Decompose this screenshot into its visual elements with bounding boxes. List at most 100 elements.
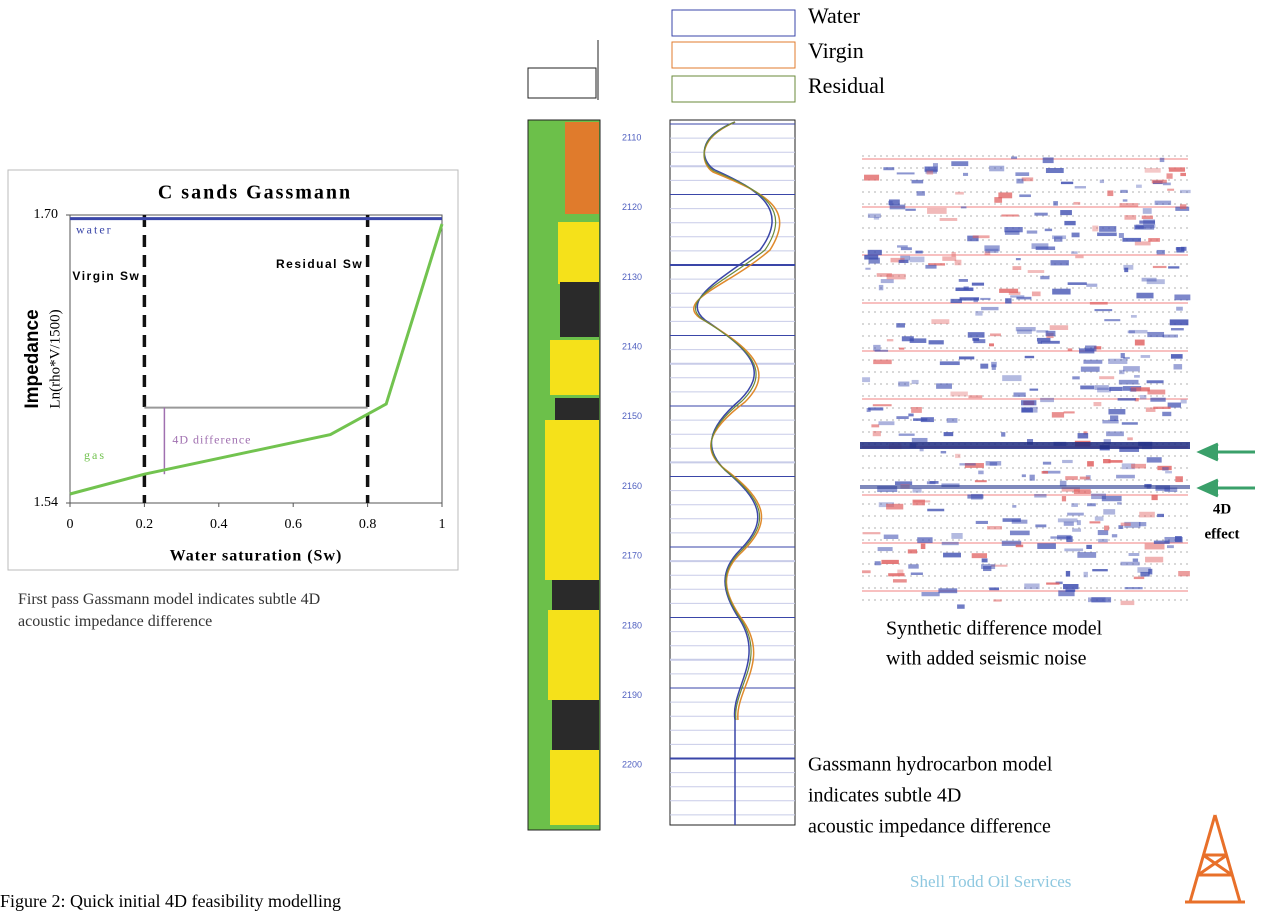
seismic-blob bbox=[989, 587, 999, 590]
seismic-blob bbox=[911, 572, 923, 574]
arrow-label: effect bbox=[1205, 526, 1240, 542]
seismic-blob bbox=[890, 205, 906, 210]
seismic-blob bbox=[912, 438, 928, 442]
seismic-blob bbox=[1037, 543, 1056, 549]
seismic-blob bbox=[1065, 589, 1075, 591]
seismic-blob bbox=[1016, 179, 1023, 184]
seismic-blob bbox=[1087, 461, 1094, 466]
difference-label: 4D difference bbox=[172, 433, 251, 447]
log-layer bbox=[550, 750, 599, 825]
seismic-blob bbox=[1099, 376, 1114, 379]
well-caption: acoustic impedance difference bbox=[808, 816, 1051, 838]
seismic-blob bbox=[1001, 214, 1018, 216]
seismic-blob bbox=[1046, 582, 1059, 584]
seismic-blob bbox=[1148, 238, 1160, 242]
seismic-blob bbox=[1145, 168, 1161, 173]
seismic-blob bbox=[1163, 183, 1171, 186]
seismic-blob bbox=[950, 392, 967, 397]
seismic-blob bbox=[1175, 536, 1182, 542]
seismic-blob bbox=[862, 570, 871, 573]
seismic-blob bbox=[862, 377, 870, 382]
seismic-blob bbox=[951, 299, 962, 303]
seismic-blob bbox=[1174, 364, 1183, 369]
seismic-blob bbox=[1062, 496, 1066, 501]
seismic-blob bbox=[1035, 524, 1046, 527]
seismic-blob bbox=[877, 273, 892, 277]
seismic-blob bbox=[1116, 475, 1135, 479]
y-label: Impedance bbox=[22, 309, 43, 408]
seismic-blob bbox=[1032, 292, 1041, 297]
seismic-blob bbox=[960, 297, 980, 300]
seismic-blob bbox=[1104, 526, 1109, 531]
well-caption: Gassmann hydrocarbon model bbox=[808, 754, 1053, 776]
seismic-blob bbox=[998, 192, 1012, 198]
seismic-blob bbox=[1068, 348, 1073, 351]
seismic-blob bbox=[931, 319, 949, 324]
seismic-blob bbox=[936, 383, 952, 388]
x-tick-label: 0 bbox=[67, 517, 74, 532]
seismic-blob bbox=[1073, 202, 1080, 205]
seismic-blob bbox=[1118, 398, 1136, 401]
seismic-blob bbox=[1024, 583, 1039, 589]
seismic-blob bbox=[983, 566, 991, 571]
seismic-blob bbox=[881, 560, 898, 564]
chart-title: C sands Gassmann bbox=[158, 182, 352, 204]
seismic-blob bbox=[1005, 298, 1011, 303]
seismic-blob bbox=[1157, 514, 1164, 517]
seismic-blob bbox=[1124, 268, 1128, 272]
seismic-blob bbox=[1106, 431, 1124, 436]
figure: C sands Gassmann Impedance Ln(rho*V/1500… bbox=[0, 0, 1262, 912]
seismic-blob bbox=[1157, 250, 1165, 254]
seismic-blob bbox=[1147, 390, 1165, 395]
seismic-blob bbox=[1077, 552, 1096, 558]
seismic-blob bbox=[1036, 246, 1055, 250]
x-tick-label: 0.6 bbox=[284, 517, 302, 532]
seismic-blob bbox=[1112, 534, 1117, 537]
seismic-blob bbox=[1153, 407, 1170, 409]
seismic-blob bbox=[1169, 167, 1185, 171]
seismic-blob bbox=[1092, 226, 1098, 232]
panel-frame bbox=[670, 120, 795, 825]
seismic-blob bbox=[981, 307, 998, 310]
seismic-blob bbox=[1098, 539, 1108, 542]
seismic-blob bbox=[990, 333, 1001, 336]
seismic-blob bbox=[1174, 294, 1190, 300]
seismic-blob bbox=[1121, 562, 1140, 566]
seismic-blob bbox=[1171, 328, 1184, 330]
caption-line: First pass Gassmann model indicates subt… bbox=[18, 591, 320, 608]
seismic-blob bbox=[959, 279, 968, 282]
log-layer bbox=[548, 610, 599, 700]
seismic-blob bbox=[951, 252, 955, 257]
seismic-blob bbox=[1120, 190, 1127, 193]
seismic-blob bbox=[917, 537, 932, 543]
seismic-blob bbox=[972, 553, 987, 558]
seismic-blob bbox=[1142, 216, 1153, 219]
seismic-blob bbox=[993, 599, 1001, 601]
derrick-icon bbox=[1185, 815, 1245, 902]
company-name: Shell Todd Oil Services bbox=[910, 872, 1071, 891]
seismic-blob bbox=[1170, 319, 1189, 325]
seismic-blob bbox=[1152, 495, 1158, 501]
seismic-blob bbox=[957, 604, 965, 608]
log-layer bbox=[565, 122, 599, 214]
log-layer bbox=[555, 398, 599, 420]
seismic-blob bbox=[925, 265, 936, 269]
seismic-blob bbox=[1139, 220, 1155, 223]
seismic-blob bbox=[1064, 221, 1075, 225]
seismic-blob bbox=[975, 480, 987, 482]
seismic-blob bbox=[1074, 489, 1091, 494]
depth-label: 2150 bbox=[622, 411, 642, 421]
seismic-blob bbox=[1122, 422, 1138, 425]
depth-label: 2110 bbox=[622, 132, 641, 142]
seismic-blob bbox=[1153, 266, 1167, 268]
seismic-blob bbox=[1095, 516, 1104, 520]
seismic-panel bbox=[860, 150, 1190, 610]
seismic-blob bbox=[963, 173, 968, 176]
seismic-blob bbox=[1103, 459, 1110, 463]
seismic-blob bbox=[899, 434, 915, 436]
x-tick-label: 0.2 bbox=[136, 517, 154, 532]
log-header bbox=[528, 68, 596, 98]
seismic-blob bbox=[1109, 387, 1122, 391]
seismic-blob bbox=[1086, 284, 1097, 287]
seismic-blob bbox=[980, 298, 990, 300]
